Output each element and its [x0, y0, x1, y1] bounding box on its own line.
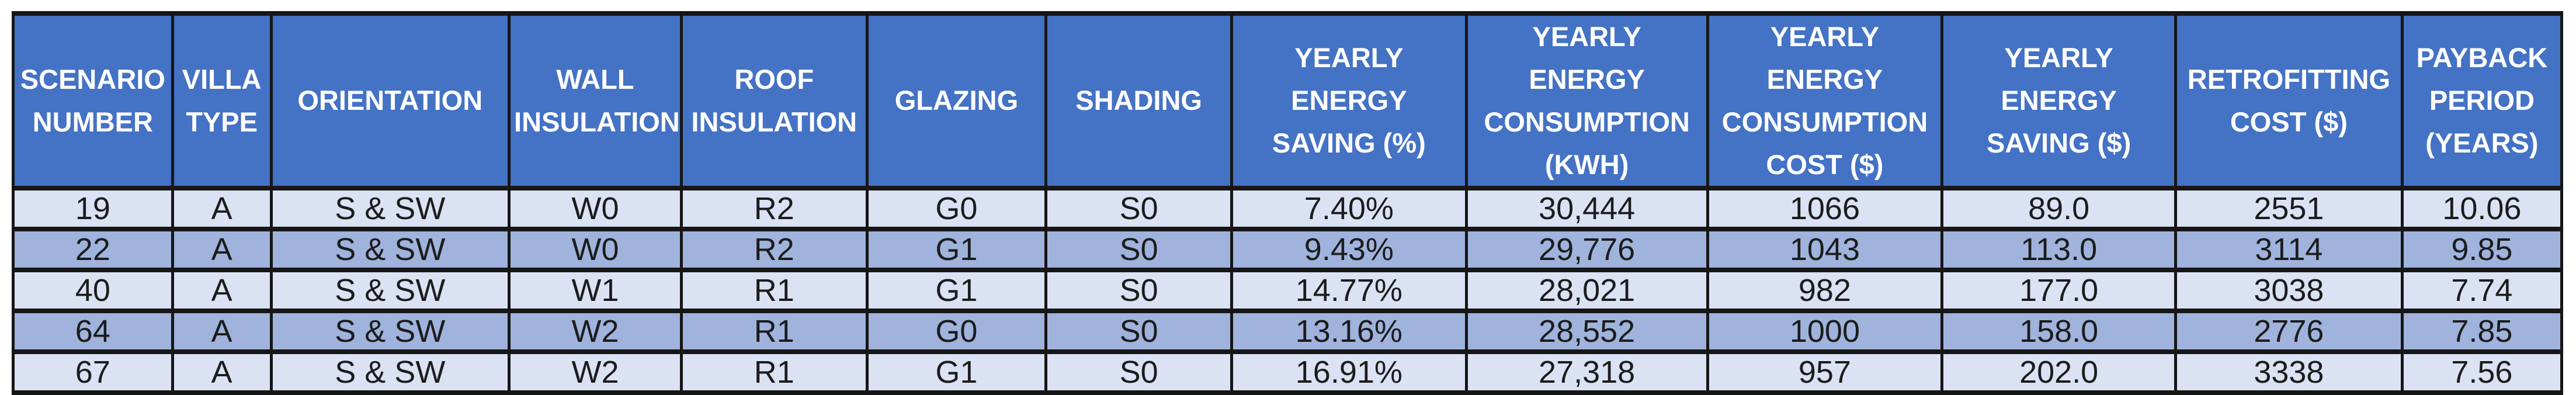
header-orientation: ORIENTATION: [269, 11, 511, 191]
cell-roof-insulation: R1: [679, 268, 869, 314]
cell-villa-type: A: [171, 186, 273, 232]
header-yearly-energy-saving-pct: YEARLY ENERGY SAVING (%): [1230, 11, 1468, 191]
cell-retrofitting-cost: 3114: [2174, 227, 2404, 273]
cell-yearly-energy-saving-usd: 89.0: [1940, 186, 2177, 232]
cell-glazing: G0: [865, 309, 1048, 355]
cell-yearly-energy-consumption-cost: 1043: [1706, 227, 1944, 273]
header-yearly-energy-saving-usd: YEARLY ENERGY SAVING ($): [1940, 11, 2177, 191]
cell-payback-period: 7.56: [2400, 349, 2564, 395]
cell-roof-insulation: R1: [679, 309, 869, 355]
header-payback-period: PAYBACK PERIOD (YEARS): [2400, 11, 2564, 191]
table-row-scenario-67: 67 A S & SW W2 R1 G1 S0 16.91% 27,318 95…: [12, 349, 2564, 395]
cell-wall-insulation: W2: [508, 349, 683, 395]
cell-yearly-energy-saving-usd: 158.0: [1940, 309, 2177, 355]
cell-roof-insulation: R1: [679, 349, 869, 395]
cell-shading: S0: [1044, 186, 1233, 232]
cell-yearly-energy-saving-pct: 14.77%: [1230, 268, 1468, 314]
cell-yearly-energy-consumption-kwh: 28,552: [1464, 309, 1709, 355]
cell-yearly-energy-saving-usd: 177.0: [1940, 268, 2177, 314]
cell-yearly-energy-consumption-cost: 982: [1706, 268, 1944, 314]
cell-glazing: G1: [865, 349, 1048, 395]
header-yearly-energy-consumption-kwh: YEARLY ENERGY CONSUMPTION (KWH): [1464, 11, 1709, 191]
cell-yearly-energy-saving-usd: 113.0: [1940, 227, 2177, 273]
cell-yearly-energy-saving-pct: 16.91%: [1230, 349, 1468, 395]
cell-roof-insulation: R2: [679, 227, 869, 273]
cell-shading: S0: [1044, 227, 1233, 273]
cell-orientation: S & SW: [269, 268, 511, 314]
cell-payback-period: 7.85: [2400, 309, 2564, 355]
header-row: SCENARIO NUMBER VILLA TYPE ORIENTATION W…: [12, 11, 2564, 191]
header-shading: SHADING: [1044, 11, 1233, 191]
cell-yearly-energy-consumption-cost: 957: [1706, 349, 1944, 395]
table-row-scenario-22: 22 A S & SW W0 R2 G1 S0 9.43% 29,776 104…: [12, 227, 2564, 273]
cell-scenario-number: 40: [12, 268, 174, 314]
cell-wall-insulation: W2: [508, 309, 683, 355]
header-roof-insulation: ROOF INSULATION: [679, 11, 869, 191]
cell-yearly-energy-consumption-kwh: 28,021: [1464, 268, 1709, 314]
cell-retrofitting-cost: 3338: [2174, 349, 2404, 395]
cell-orientation: S & SW: [269, 349, 511, 395]
cell-yearly-energy-saving-pct: 13.16%: [1230, 309, 1468, 355]
cell-yearly-energy-consumption-kwh: 30,444: [1464, 186, 1709, 232]
header-villa-type: VILLA TYPE: [171, 11, 273, 191]
cell-yearly-energy-saving-pct: 7.40%: [1230, 186, 1468, 232]
cell-villa-type: A: [171, 349, 273, 395]
cell-scenario-number: 64: [12, 309, 174, 355]
cell-yearly-energy-consumption-kwh: 27,318: [1464, 349, 1709, 395]
cell-shading: S0: [1044, 309, 1233, 355]
cell-yearly-energy-consumption-kwh: 29,776: [1464, 227, 1709, 273]
energy-scenarios-table: SCENARIO NUMBER VILLA TYPE ORIENTATION W…: [12, 11, 2564, 395]
cell-wall-insulation: W0: [508, 186, 683, 232]
cell-shading: S0: [1044, 268, 1233, 314]
cell-yearly-energy-saving-usd: 202.0: [1940, 349, 2177, 395]
cell-retrofitting-cost: 2551: [2174, 186, 2404, 232]
table-row-scenario-64: 64 A S & SW W2 R1 G0 S0 13.16% 28,552 10…: [12, 309, 2564, 355]
cell-scenario-number: 67: [12, 349, 174, 395]
cell-glazing: G0: [865, 186, 1048, 232]
cell-shading: S0: [1044, 349, 1233, 395]
cell-retrofitting-cost: 3038: [2174, 268, 2404, 314]
cell-yearly-energy-consumption-cost: 1000: [1706, 309, 1944, 355]
energy-scenarios-table-container: SCENARIO NUMBER VILLA TYPE ORIENTATION W…: [12, 11, 2564, 395]
cell-glazing: G1: [865, 268, 1048, 314]
cell-payback-period: 9.85: [2400, 227, 2564, 273]
cell-retrofitting-cost: 2776: [2174, 309, 2404, 355]
cell-payback-period: 7.74: [2400, 268, 2564, 314]
cell-glazing: G1: [865, 227, 1048, 273]
cell-orientation: S & SW: [269, 186, 511, 232]
cell-orientation: S & SW: [269, 309, 511, 355]
header-wall-insulation: WALL INSULATION: [508, 11, 683, 191]
cell-payback-period: 10.06: [2400, 186, 2564, 232]
cell-orientation: S & SW: [269, 227, 511, 273]
cell-scenario-number: 22: [12, 227, 174, 273]
cell-villa-type: A: [171, 227, 273, 273]
cell-yearly-energy-consumption-cost: 1066: [1706, 186, 1944, 232]
cell-roof-insulation: R2: [679, 186, 869, 232]
table-row-scenario-19: 19 A S & SW W0 R2 G0 S0 7.40% 30,444 106…: [12, 186, 2564, 232]
header-retrofitting-cost: RETROFITTING COST ($): [2174, 11, 2404, 191]
cell-wall-insulation: W1: [508, 268, 683, 314]
table-row-scenario-40: 40 A S & SW W1 R1 G1 S0 14.77% 28,021 98…: [12, 268, 2564, 314]
cell-yearly-energy-saving-pct: 9.43%: [1230, 227, 1468, 273]
header-glazing: GLAZING: [865, 11, 1048, 191]
cell-scenario-number: 19: [12, 186, 174, 232]
header-yearly-energy-consumption-cost: YEARLY ENERGY CONSUMPTION COST ($): [1706, 11, 1944, 191]
cell-wall-insulation: W0: [508, 227, 683, 273]
cell-villa-type: A: [171, 309, 273, 355]
header-scenario-number: SCENARIO NUMBER: [12, 11, 174, 191]
cell-villa-type: A: [171, 268, 273, 314]
